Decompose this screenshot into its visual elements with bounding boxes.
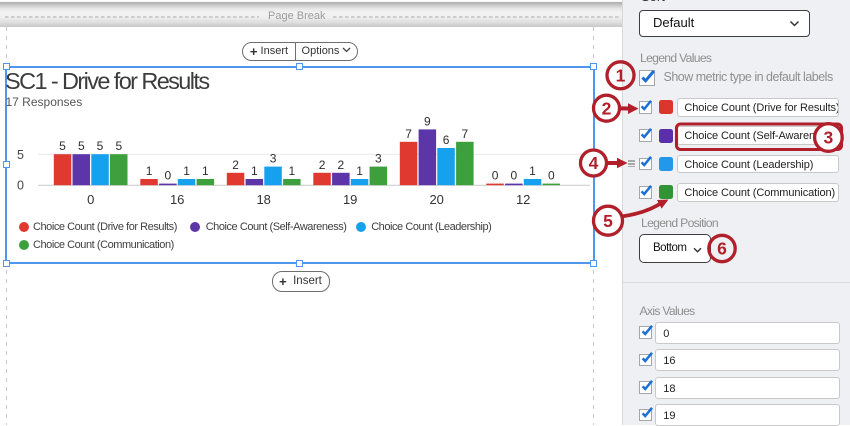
svg-text:2: 2: [602, 98, 612, 118]
svg-text:3: 3: [824, 128, 834, 148]
svg-text:5: 5: [603, 211, 613, 231]
svg-text:1: 1: [616, 65, 626, 85]
svg-text:4: 4: [589, 153, 599, 173]
svg-text:6: 6: [717, 239, 727, 259]
